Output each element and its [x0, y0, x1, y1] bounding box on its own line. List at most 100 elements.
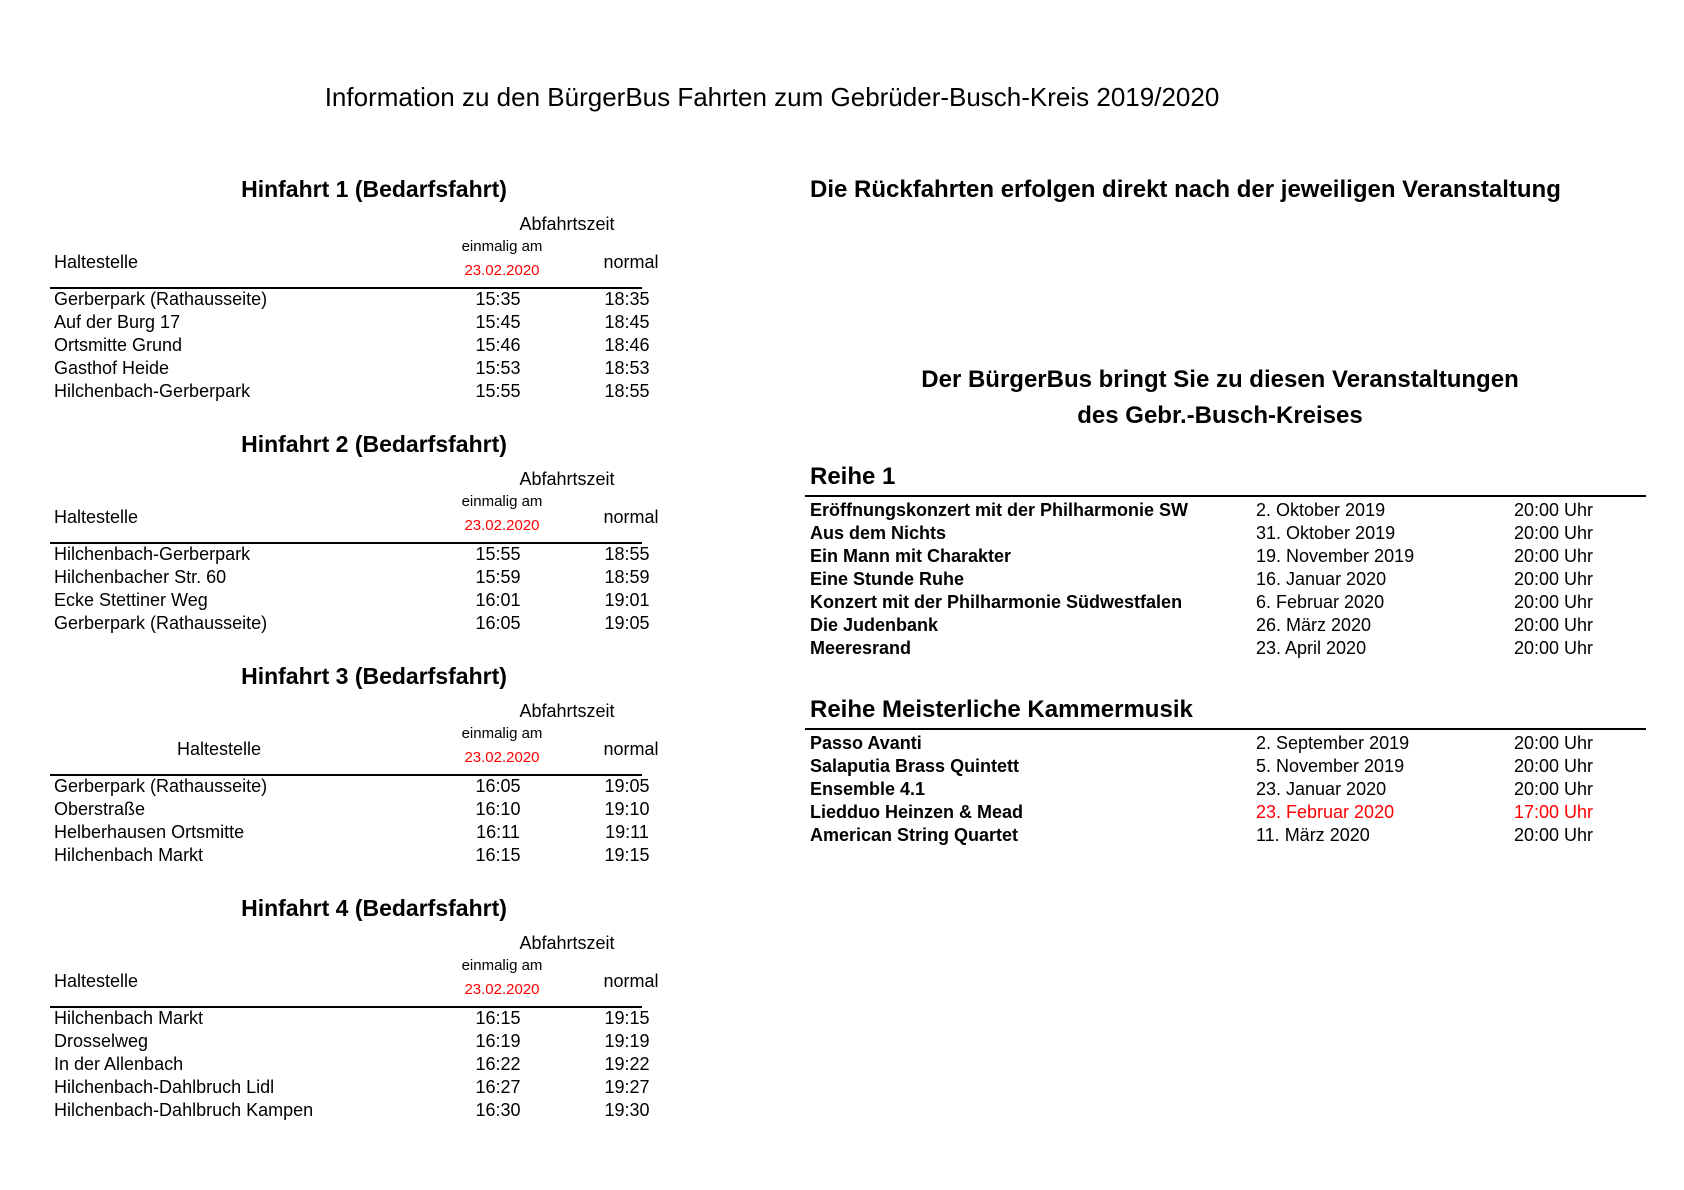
event-row: Konzert mit der Philharmonie Südwestfale… [810, 591, 1646, 614]
series-section: Reihe 1 Eröffnungskonzert mit der Philhar… [805, 463, 1646, 660]
one-time-departure: 15:55 [475, 544, 521, 564]
stop-name: In der Allenbach [54, 1054, 184, 1074]
normal-departure: 18:53 [604, 358, 650, 378]
normal-departure: 18:55 [604, 381, 650, 401]
one-time-departure: 15:53 [475, 358, 521, 378]
trip-rows: Hilchenbach-Gerberpark 15:55 18:55 Hilchenb… [54, 543, 694, 635]
stop-name: Drosselweg [54, 1031, 149, 1051]
event-date: 26. März 2020 [1256, 615, 1372, 635]
event-row: Ensemble 4.1 23. Januar 2020 20:00 Uhr [810, 778, 1646, 801]
table-row: Hilchenbach-Dahlbruch Lidl 16:27 19:27 [54, 1076, 694, 1099]
event-date: 5. November 2019 [1256, 756, 1405, 776]
table-row: Hilchenbach Markt 16:15 19:15 [54, 844, 694, 867]
normal-departure: 19:10 [604, 799, 650, 819]
normal-departure: 19:30 [604, 1100, 650, 1120]
one-time-header: einmalig am [461, 957, 543, 974]
one-time-departure: 15:45 [475, 312, 521, 332]
event-date: 31. Oktober 2019 [1256, 523, 1396, 543]
event-time: 20:00 Uhr [1514, 756, 1594, 776]
event-row: Ein Mann mit Charakter 19. November 2019 2… [810, 545, 1646, 568]
one-time-date: 23.02.2020 [464, 517, 540, 534]
one-time-departure: 16:10 [475, 799, 521, 819]
header-divider [50, 287, 642, 289]
one-time-date: 23.02.2020 [464, 981, 540, 998]
one-time-header: einmalig am [461, 725, 543, 742]
normal-departure: 19:15 [604, 1008, 650, 1028]
event-title: Meeresrand [810, 638, 912, 658]
event-time: 20:00 Uhr [1514, 779, 1594, 799]
one-time-departure: 15:55 [475, 381, 521, 401]
table-row: Hilchenbach Markt 16:15 19:15 [54, 1007, 694, 1030]
one-time-departure: 15:59 [475, 567, 521, 587]
event-row: Die Judenbank 26. März 2020 20:00 Uhr [810, 614, 1646, 637]
stop-name: Hilchenbach-Dahlbruch Kampen [54, 1100, 314, 1120]
event-title: Eröffnungskonzert mit der Philharmonie S… [810, 500, 1189, 520]
stop-name: Hilchenbach-Gerberpark [54, 544, 251, 564]
one-time-departure: 16:19 [475, 1031, 521, 1051]
event-title: Passo Avanti [810, 733, 922, 753]
table-row: Hilchenbach-Dahlbruch Kampen 16:30 19:30 [54, 1099, 694, 1122]
stop-name: Hilchenbach Markt [54, 1008, 204, 1028]
series-heading: Reihe Meisterliche Kammermusik [810, 696, 1193, 723]
stop-name: Hilchenbach-Gerberpark [54, 381, 251, 401]
event-date: 23. April 2020 [1256, 638, 1367, 658]
event-time: 20:00 Uhr [1514, 523, 1594, 543]
trip-rows: Gerberpark (Rathausseite) 15:35 18:35 Auf d… [54, 288, 694, 403]
event-time: 20:00 Uhr [1514, 638, 1594, 658]
event-date: 2. Oktober 2019 [1256, 500, 1386, 520]
events-intro-line: des Gebr.-Busch-Kreises [1077, 402, 1363, 429]
table-row: Helberhausen Ortsmitte 16:11 19:11 [54, 821, 694, 844]
event-row: Passo Avanti 2. September 2019 20:00 Uhr [810, 732, 1646, 755]
normal-departure: 19:11 [605, 822, 649, 842]
table-row: Oberstraße 16:10 19:10 [54, 798, 694, 821]
normal-header: normal [603, 507, 659, 527]
event-time: 17:00 Uhr [1514, 802, 1594, 822]
stop-name: Ortsmitte Grund [54, 335, 183, 355]
table-row: In der Allenbach 16:22 19:22 [54, 1053, 694, 1076]
trip-table: Hinfahrt 2 (Bedarfsfahrt) Abfahrtszeit ein… [50, 431, 659, 675]
normal-departure: 18:55 [604, 544, 650, 564]
event-row: Salaputia Brass Quintett 5. November 2019… [810, 755, 1646, 778]
stop-name: Gerberpark (Rathausseite) [54, 289, 268, 309]
trip-heading: Hinfahrt 3 (Bedarfsfahrt) [241, 663, 507, 689]
one-time-date: 23.02.2020 [464, 749, 540, 766]
document-title: Information zu den BürgerBus Fahrten zum… [324, 82, 1220, 112]
event-title: Eine Stunde Ruhe [810, 569, 965, 589]
trip-heading: Hinfahrt 2 (Bedarfsfahrt) [241, 431, 507, 457]
event-title: American String Quartet [810, 825, 1019, 845]
departure-time-header: Abfahrtszeit [519, 214, 615, 234]
stop-name: Oberstraße [54, 799, 146, 819]
series-divider [805, 728, 1646, 730]
trip-heading: Hinfahrt 4 (Bedarfsfahrt) [241, 895, 507, 921]
stop-name: Hilchenbach-Dahlbruch Lidl [54, 1077, 275, 1097]
stop-header: Haltestelle [54, 507, 139, 527]
table-row: Auf der Burg 17 15:45 18:45 [54, 311, 694, 334]
stop-header: Haltestelle [54, 252, 139, 272]
one-time-date: 23.02.2020 [464, 262, 540, 279]
one-time-departure: 16:15 [475, 845, 521, 865]
event-title: Ensemble 4.1 [810, 779, 926, 799]
normal-header: normal [603, 971, 659, 991]
series-divider [805, 495, 1646, 497]
departure-time-header: Abfahrtszeit [519, 933, 615, 953]
stop-name: Auf der Burg 17 [54, 312, 181, 332]
one-time-departure: 16:15 [475, 1008, 521, 1028]
trip-table: Hinfahrt 3 (Bedarfsfahrt) Abfahrtszeit ein… [50, 663, 659, 907]
normal-departure: 18:59 [604, 567, 650, 587]
one-time-departure: 16:30 [475, 1100, 521, 1120]
normal-departure: 19:15 [604, 845, 650, 865]
event-time: 20:00 Uhr [1514, 733, 1594, 753]
event-date: 11. März 2020 [1256, 825, 1370, 845]
trip-table: Hinfahrt 4 (Bedarfsfahrt) Abfahrtszeit ein… [50, 895, 659, 1139]
series-section: Reihe Meisterliche Kammermusik Passo Avan… [805, 696, 1646, 847]
one-time-header: einmalig am [461, 493, 543, 510]
normal-departure: 18:45 [604, 312, 650, 332]
table-row: Drosselweg 16:19 19:19 [54, 1030, 694, 1053]
event-row: Aus dem Nichts 31. Oktober 2019 20:00 Uhr [810, 522, 1646, 545]
event-title: Liedduo Heinzen & Mead [810, 802, 1024, 822]
normal-departure: 19:05 [604, 613, 650, 633]
event-date: 16. Januar 2020 [1256, 569, 1387, 589]
event-time: 20:00 Uhr [1514, 546, 1594, 566]
event-title: Die Judenbank [810, 615, 939, 635]
stop-name: Hilchenbach Markt [54, 845, 204, 865]
